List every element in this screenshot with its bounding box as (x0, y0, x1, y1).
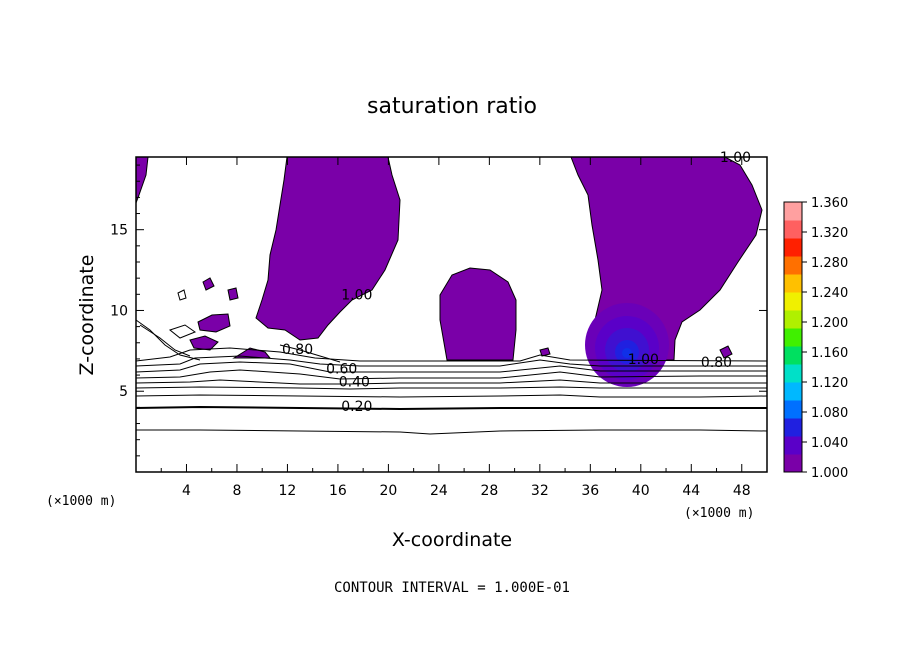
region-small-4 (202, 277, 215, 291)
colorbar: 1.360 1.320 1.280 1.240 1.200 1.160 1.120 1.080… (783, 196, 848, 481)
colorbar-frame (783, 201, 803, 473)
y-axis-title: Z-coordinate (76, 255, 98, 376)
colorbar-segment (784, 436, 802, 455)
colorbar-segment (784, 310, 802, 329)
x-tick-label: 36 (581, 483, 599, 499)
x-tick-label: 28 (480, 483, 498, 499)
region-left-column (255, 156, 401, 341)
x-tick-label: 40 (632, 483, 650, 499)
region-small-3 (232, 347, 272, 359)
colorbar-segment (784, 292, 802, 311)
contour-label: 0.60 (326, 362, 357, 378)
contour-lines (135, 289, 768, 435)
region-small-6 (719, 345, 733, 359)
colorbar-tick-label: 1.160 (811, 346, 848, 361)
colorbar-segment (784, 328, 802, 347)
colorbar-segment (784, 454, 802, 473)
region-small-1 (197, 313, 231, 333)
colorbar-segment (784, 238, 802, 257)
colorbar-segment (784, 364, 802, 383)
contour-label: 1.00 (720, 150, 751, 166)
colorbar-tick-label: 1.000 (811, 466, 848, 481)
x-tick-label: 8 (232, 483, 241, 499)
y-tick-label: 10 (110, 303, 128, 319)
x-axis: 4 8 12 16 20 24 28 32 36 40 44 48 (160, 157, 751, 499)
colorbar-tick-label: 1.240 (811, 286, 848, 301)
colorbar-tick-label: 1.120 (811, 376, 848, 391)
colorbar-tick-label: 1.080 (811, 406, 848, 421)
contour-interval-note: CONTOUR INTERVAL = 1.000E-01 (334, 580, 570, 596)
contour-label: 0.40 (339, 375, 370, 391)
y-tick-label: 15 (110, 223, 128, 239)
colorbar-segment (784, 400, 802, 419)
contour-label: 1.00 (628, 352, 659, 368)
region-small-5 (227, 287, 239, 301)
supersaturation-core (585, 303, 669, 387)
contour-label: 0.80 (282, 342, 313, 358)
x-tick-label: 32 (531, 483, 549, 499)
colorbar-segment (784, 256, 802, 275)
x-unit-left: (×1000 m) (46, 494, 116, 509)
contour-label: 1.00 (341, 287, 372, 303)
region-small-2 (189, 335, 219, 351)
colorbar-tick-label: 1.280 (811, 256, 848, 271)
chart-title: saturation ratio (367, 94, 537, 119)
contour-label: 0.80 (701, 355, 732, 371)
x-tick-label: 20 (379, 483, 397, 499)
colorbar-tick-label: 1.200 (811, 316, 848, 331)
colorbar-segment (784, 418, 802, 437)
x-tick-label: 48 (733, 483, 751, 499)
supersaturation-regions (135, 156, 763, 361)
region-small-7 (539, 347, 551, 357)
contour-labels: 1.00 1.00 0.80 0.600.40 0.20 1.00 0.80 (282, 150, 751, 415)
colorbar-segment (784, 220, 802, 239)
x-tick-label: 16 (329, 483, 347, 499)
plot-frame (135, 156, 768, 473)
colorbar-segment (784, 346, 802, 365)
colorbar-segment (784, 202, 802, 221)
region-left-edge (135, 156, 149, 204)
colorbar-tick-label: 1.040 (811, 436, 848, 451)
x-tick-label: 24 (430, 483, 448, 499)
y-axis: 5 10 15 (110, 164, 767, 457)
contour-label: 0.20 (341, 399, 372, 415)
colorbar-tick-label: 1.360 (811, 196, 848, 211)
x-tick-label: 4 (182, 483, 191, 499)
colorbar-segment (784, 382, 802, 401)
x-axis-title: X-coordinate (392, 529, 512, 551)
colorbar-tick-label: 1.320 (811, 226, 848, 241)
colorbar-segment (784, 274, 802, 293)
x-unit-right: (×1000 m) (684, 506, 754, 521)
x-tick-label: 12 (279, 483, 297, 499)
y-tick-label: 5 (119, 384, 128, 400)
x-tick-label: 44 (682, 483, 700, 499)
region-center-blob (439, 267, 517, 361)
